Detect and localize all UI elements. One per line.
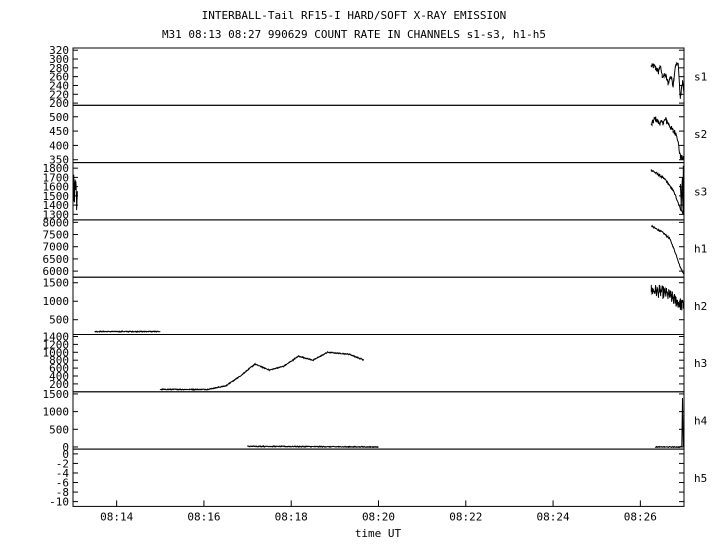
x-tick-label: 08:26 bbox=[624, 510, 657, 523]
y-tick-label: -2 bbox=[56, 457, 69, 470]
panel-frame bbox=[72, 448, 685, 507]
y-tick-label: 200 bbox=[49, 97, 69, 110]
channel-label: s2 bbox=[694, 128, 707, 141]
series-line-s1 bbox=[650, 61, 685, 99]
panel-stack: 320300280260240220200s1500450400350s2180… bbox=[43, 44, 708, 508]
series-line-h2 bbox=[650, 284, 685, 311]
y-tick-label: 220 bbox=[49, 88, 69, 101]
y-tick-label: 8000 bbox=[43, 216, 70, 229]
panel-h5: -10-8-6-4-20 h5 bbox=[49, 448, 707, 509]
series-line-h2 bbox=[94, 329, 161, 334]
y-tick-label: 350 bbox=[49, 154, 69, 167]
y-tick-label: 300 bbox=[49, 53, 69, 66]
y-tick-label: 1700 bbox=[43, 171, 70, 184]
y-tick-label: 1800 bbox=[43, 162, 70, 175]
panel-frame bbox=[72, 391, 685, 450]
panel-frame bbox=[72, 104, 685, 164]
chart-subtitle: M31 08:13 08:27 990629 COUNT RATE IN CHA… bbox=[162, 28, 546, 41]
x-tick-label: 08:18 bbox=[275, 510, 308, 523]
y-tick-label: -6 bbox=[56, 477, 69, 490]
x-tick-label: 08:22 bbox=[449, 510, 482, 523]
x-tick-label: 08:14 bbox=[100, 510, 133, 523]
y-tick-label: -8 bbox=[56, 486, 69, 499]
y-tick-label: 280 bbox=[49, 62, 69, 75]
y-tick-label: 1200 bbox=[43, 338, 70, 351]
chart-title: INTERBALL-Tail RF15-I HARD/SOFT X-RAY EM… bbox=[202, 9, 507, 22]
series-line-h4 bbox=[247, 444, 379, 449]
y-tick-label: 1400 bbox=[43, 199, 70, 212]
y-tick-label: 500 bbox=[49, 111, 69, 124]
y-tick-label: 200 bbox=[49, 378, 69, 391]
series-line-h1 bbox=[650, 224, 685, 275]
panel-h2: 1500 1000 500 h2 bbox=[43, 276, 707, 336]
y-tick-label: 1300 bbox=[43, 208, 70, 221]
y-tick-label: 1500 bbox=[43, 277, 70, 290]
series-line-s3 bbox=[650, 169, 685, 215]
y-tick-label: 800 bbox=[49, 354, 69, 367]
y-tick-label: 400 bbox=[49, 139, 69, 152]
x-axis: 08:14 08:16 08:18 08:20 08:22 08:24 08:26 bbox=[100, 500, 657, 523]
y-tick-label: 0 bbox=[62, 448, 69, 461]
channel-label: h3 bbox=[694, 357, 707, 370]
x-tick-label: 08:24 bbox=[537, 510, 570, 523]
y-tick-label: 320 bbox=[49, 44, 69, 57]
panel-h4: 1500 1000 500 0 h4 bbox=[43, 388, 708, 454]
y-tick-label: 260 bbox=[49, 71, 69, 84]
channel-label: h4 bbox=[694, 414, 708, 427]
y-tick-label: 7000 bbox=[43, 241, 70, 254]
y-tick-label: 1600 bbox=[43, 181, 70, 194]
y-tick-label: 1400 bbox=[43, 330, 70, 343]
y-tick-label: 1000 bbox=[43, 406, 70, 419]
series-line-s3 bbox=[679, 165, 685, 215]
y-tick-label: 1500 bbox=[43, 190, 70, 203]
panel-frame bbox=[72, 162, 685, 221]
series-line-h4 bbox=[654, 397, 684, 449]
channel-label: h1 bbox=[694, 243, 707, 256]
x-axis-label: time UT bbox=[355, 527, 402, 540]
y-tick-label: 600 bbox=[49, 362, 69, 375]
panel-frame bbox=[72, 334, 685, 393]
channel-label: h2 bbox=[694, 300, 707, 313]
y-tick-label: -10 bbox=[49, 496, 69, 509]
channel-label: s1 bbox=[694, 71, 707, 84]
channel-label: h5 bbox=[694, 472, 707, 485]
series-line-s2 bbox=[650, 116, 685, 160]
y-tick-label: 6500 bbox=[43, 253, 70, 266]
y-tick-label: 1500 bbox=[43, 388, 70, 401]
y-tick-label: 400 bbox=[49, 370, 69, 383]
x-tick-label: 08:16 bbox=[187, 510, 220, 523]
panel-frame bbox=[72, 47, 685, 106]
y-tick-label: -4 bbox=[56, 467, 70, 480]
y-tick-label: 240 bbox=[49, 79, 69, 92]
series-line-s3 bbox=[72, 174, 78, 211]
panel-frame bbox=[72, 219, 685, 278]
y-tick-label: 6000 bbox=[43, 265, 70, 278]
y-tick-label: 500 bbox=[49, 314, 69, 327]
y-tick-label: 1000 bbox=[43, 346, 70, 359]
panel-frame bbox=[72, 276, 685, 336]
y-tick-label: 500 bbox=[49, 423, 69, 436]
y-tick-label: 0 bbox=[62, 441, 69, 454]
series-line-h3 bbox=[159, 350, 365, 392]
channel-label: s3 bbox=[694, 185, 707, 198]
y-tick-label: 7500 bbox=[43, 229, 70, 242]
y-tick-label: 1000 bbox=[43, 295, 70, 308]
x-tick-label: 08:20 bbox=[362, 510, 395, 523]
y-tick-label: 450 bbox=[49, 125, 69, 138]
